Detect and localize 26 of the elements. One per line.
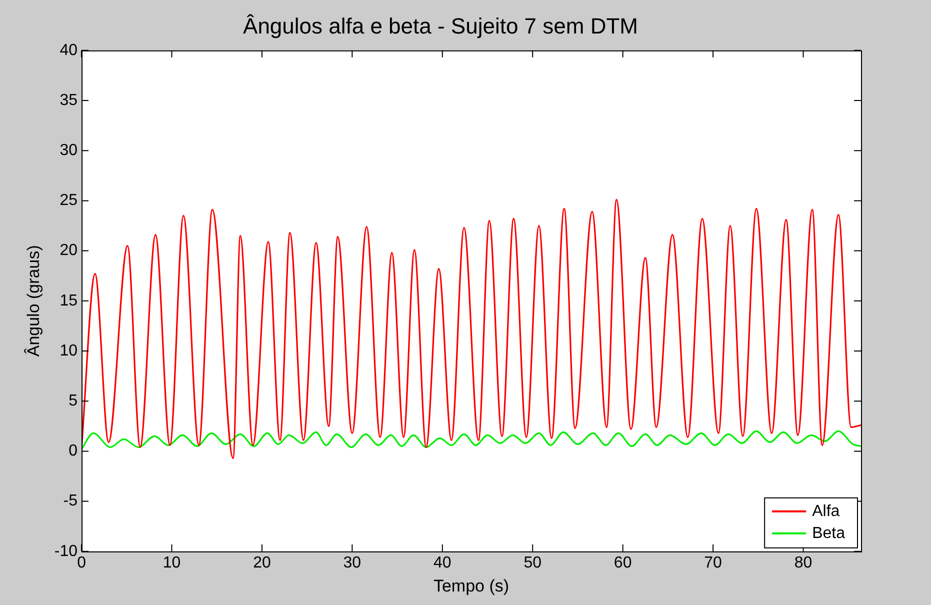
- x-tick-label: 40: [433, 554, 452, 572]
- line-series: [82, 430, 861, 450]
- y-tick-label: 20: [60, 242, 78, 260]
- y-tick-label: 35: [60, 92, 78, 109]
- legend-label: Alfa: [812, 502, 840, 520]
- x-tick-label: 70: [704, 554, 722, 572]
- x-tick-label: 80: [794, 554, 812, 572]
- y-tick-label: 30: [60, 142, 78, 160]
- y-tick-label: 25: [60, 192, 78, 210]
- y-axis-title: Ângulo (graus): [24, 245, 43, 357]
- line-series: [82, 198, 861, 460]
- y-tick-label: 15: [60, 292, 78, 310]
- y-tick-label: 5: [68, 392, 78, 410]
- y-tick-label: 40: [60, 42, 78, 59]
- legend-label: Beta: [812, 524, 846, 542]
- y-tick-label: -5: [63, 492, 78, 510]
- chart-title: Ângulos alfa e beta - Sujeito 7 sem DTM: [243, 13, 638, 38]
- x-tick-label: 30: [343, 554, 362, 572]
- x-tick-label: 20: [253, 554, 271, 572]
- y-tick-label: -10: [54, 542, 78, 560]
- x-tick-label: 10: [162, 554, 181, 572]
- x-axis-title: Tempo (s): [433, 576, 510, 596]
- y-tick-label: 10: [60, 342, 78, 360]
- x-tick-label: 50: [524, 554, 542, 572]
- x-tick-label: 60: [614, 554, 632, 572]
- y-tick-label: 0: [68, 442, 78, 460]
